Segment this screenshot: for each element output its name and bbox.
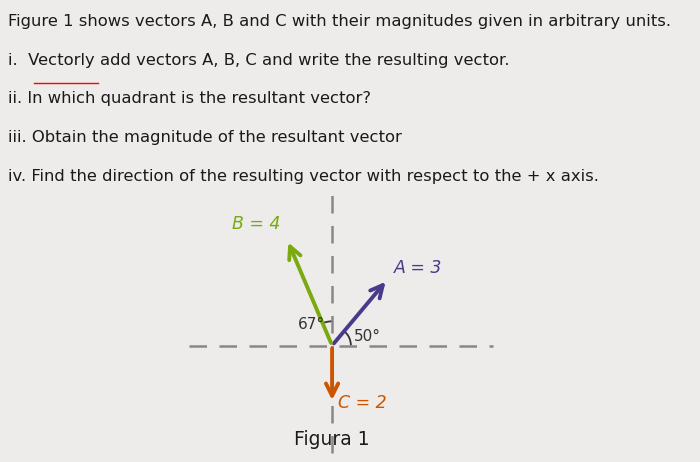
Text: A = 3: A = 3 [393,259,442,277]
Text: Figura 1: Figura 1 [294,430,370,449]
Text: 50°: 50° [354,329,381,344]
Text: B = 4: B = 4 [232,215,280,233]
Text: iii. Obtain the magnitude of the resultant vector: iii. Obtain the magnitude of the resulta… [8,130,402,145]
Text: Figure 1 shows vectors A, B and C with their magnitudes given in arbitrary units: Figure 1 shows vectors A, B and C with t… [8,14,671,29]
Text: 67°: 67° [298,316,326,332]
Text: i.  Vectorly add vectors A, B, C and write the resulting vector.: i. Vectorly add vectors A, B, C and writ… [8,53,510,67]
Text: ii. In which quadrant is the resultant vector?: ii. In which quadrant is the resultant v… [8,91,372,106]
Text: iv. Find the direction of the resulting vector with respect to the + x axis.: iv. Find the direction of the resulting … [8,169,599,183]
Text: C = 2: C = 2 [338,394,387,412]
